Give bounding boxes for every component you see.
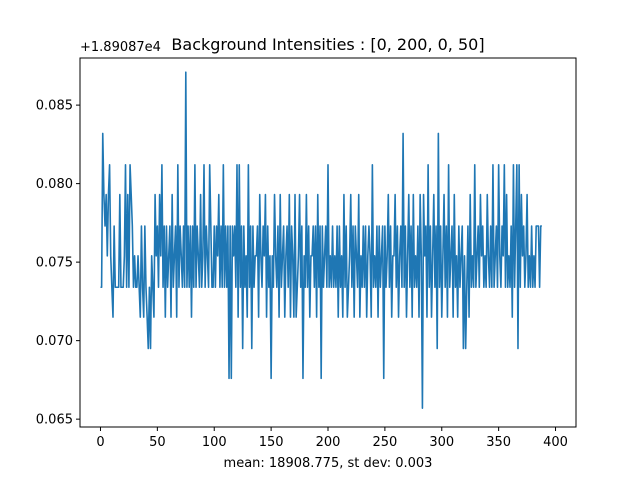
- y-tick-label: 0.070: [36, 334, 73, 349]
- y-tick-label: 0.085: [36, 99, 73, 114]
- x-tick-label: 50: [149, 435, 166, 450]
- x-tick-label: 0: [96, 435, 104, 450]
- x-axis-label: mean: 18908.775, st dev: 0.003: [224, 456, 433, 471]
- y-tick-label: 0.075: [36, 256, 73, 271]
- y-offset-label: +1.89087e4: [80, 40, 161, 55]
- series-layer: [100, 71, 542, 409]
- x-tick-label: 300: [429, 435, 454, 450]
- series-line-0: [100, 71, 542, 409]
- x-tick-label: 150: [259, 435, 284, 450]
- chart-title: Background Intensities : [0, 200, 0, 50]: [171, 35, 484, 54]
- x-tick-label: 200: [316, 435, 341, 450]
- x-tick-label: 400: [543, 435, 568, 450]
- y-axis-ticks: 0.065 0.070 0.075 0.080 0.085: [36, 99, 80, 428]
- x-tick-label: 100: [202, 435, 227, 450]
- x-tick-label: 350: [486, 435, 511, 450]
- y-tick-label: 0.080: [36, 177, 73, 192]
- x-axis-ticks: 0 50 100 150 200 250 300 350 400: [96, 427, 568, 450]
- y-tick-label: 0.065: [36, 413, 73, 428]
- x-tick-label: 250: [372, 435, 397, 450]
